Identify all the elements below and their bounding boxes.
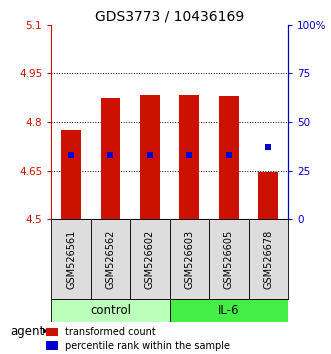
Bar (130, 219, 169, 299)
Text: GSM526678: GSM526678 (263, 230, 273, 289)
Text: agent: agent (10, 325, 44, 338)
Bar (46, 327, 58, 336)
Text: GSM526605: GSM526605 (224, 230, 234, 289)
Bar (51, 299, 169, 322)
Bar (219, 96, 239, 219)
Text: IL-6: IL-6 (218, 304, 240, 317)
Bar (169, 219, 209, 299)
Bar (51, 219, 91, 299)
Bar (46, 341, 58, 350)
Bar (169, 299, 288, 322)
Text: GSM526562: GSM526562 (106, 230, 116, 289)
Text: control: control (90, 304, 131, 317)
Bar (140, 95, 160, 219)
Bar (179, 95, 199, 219)
Text: GSM526561: GSM526561 (66, 230, 76, 289)
Title: GDS3773 / 10436169: GDS3773 / 10436169 (95, 10, 244, 24)
Bar (209, 219, 249, 299)
Bar (249, 219, 288, 299)
Text: GSM526603: GSM526603 (184, 230, 194, 289)
Bar (259, 172, 278, 219)
Text: percentile rank within the sample: percentile rank within the sample (65, 341, 229, 351)
Bar (101, 98, 120, 219)
Bar (61, 130, 81, 219)
Bar (91, 219, 130, 299)
Text: transformed count: transformed count (65, 327, 155, 337)
Text: GSM526602: GSM526602 (145, 230, 155, 289)
